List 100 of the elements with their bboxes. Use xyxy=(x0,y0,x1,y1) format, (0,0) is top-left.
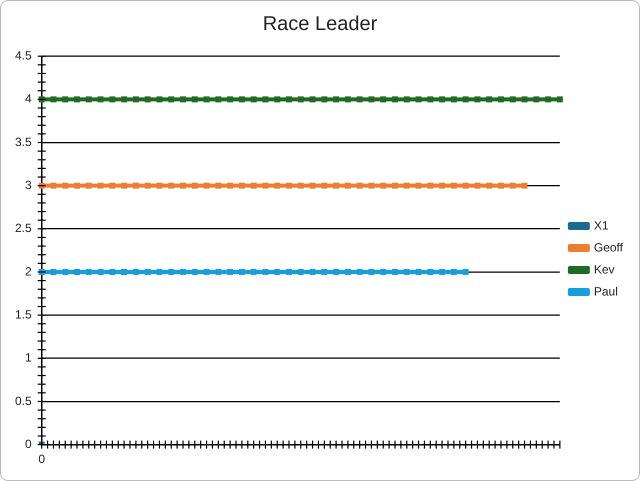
point xyxy=(262,96,268,102)
point xyxy=(121,96,128,102)
point xyxy=(462,96,469,102)
point xyxy=(486,96,492,102)
point xyxy=(156,269,162,275)
point xyxy=(50,269,56,275)
point xyxy=(62,96,68,102)
point xyxy=(109,182,116,189)
point xyxy=(522,182,528,189)
y-tick-label: 3.5 xyxy=(14,134,32,149)
point xyxy=(333,182,340,189)
point xyxy=(392,269,398,275)
point xyxy=(498,96,504,102)
point xyxy=(556,96,563,102)
y-tick-label: 4.5 xyxy=(14,48,32,63)
point xyxy=(298,96,304,102)
point xyxy=(215,96,222,102)
point xyxy=(144,182,151,189)
point xyxy=(427,182,434,189)
y-tick-label: 1 xyxy=(24,350,32,365)
point xyxy=(74,269,80,275)
point xyxy=(156,96,162,102)
point xyxy=(132,96,139,102)
point xyxy=(439,182,446,189)
point xyxy=(250,269,257,275)
point xyxy=(462,182,469,189)
point xyxy=(474,96,480,102)
point xyxy=(416,96,422,102)
point xyxy=(486,182,492,189)
point xyxy=(356,182,363,189)
legend-label: Paul xyxy=(594,284,618,298)
point xyxy=(215,269,222,275)
point xyxy=(286,269,292,275)
point xyxy=(321,182,328,189)
point xyxy=(356,96,363,102)
point xyxy=(192,269,198,275)
point xyxy=(86,269,92,275)
point xyxy=(192,182,198,189)
point xyxy=(416,269,422,275)
point xyxy=(450,269,457,275)
point xyxy=(522,96,528,102)
point xyxy=(286,96,292,102)
legend-label: Kev xyxy=(594,262,615,276)
point xyxy=(310,182,316,189)
point xyxy=(227,96,234,102)
y-tick-label: 1.5 xyxy=(14,307,32,322)
y-tick-label: 0 xyxy=(24,436,32,451)
point xyxy=(74,96,80,102)
y-tick-label: 2.5 xyxy=(14,221,32,236)
point xyxy=(168,96,174,102)
point xyxy=(356,269,363,275)
point xyxy=(321,96,328,102)
point xyxy=(321,269,328,275)
point xyxy=(98,182,104,189)
y-tick-label: 0.5 xyxy=(14,394,32,408)
legend-label: X1 xyxy=(594,218,609,232)
point xyxy=(344,269,351,275)
point xyxy=(545,96,552,102)
point xyxy=(227,269,234,275)
point xyxy=(427,269,434,275)
point xyxy=(286,182,292,189)
point xyxy=(404,269,410,275)
point xyxy=(380,182,386,189)
point xyxy=(262,269,268,275)
point xyxy=(192,96,198,102)
point xyxy=(250,96,257,102)
point xyxy=(86,182,92,189)
point xyxy=(380,269,386,275)
point xyxy=(238,182,245,189)
y-tick-label: 3 xyxy=(24,178,32,192)
point xyxy=(427,96,434,102)
point xyxy=(392,96,398,102)
point xyxy=(180,182,186,189)
point xyxy=(368,182,374,189)
point xyxy=(298,182,304,189)
point xyxy=(121,269,128,275)
point xyxy=(404,96,410,102)
point xyxy=(344,182,351,189)
point xyxy=(98,96,104,102)
point xyxy=(310,96,316,102)
point xyxy=(144,96,151,102)
point xyxy=(215,182,222,189)
point xyxy=(168,182,174,189)
point xyxy=(298,269,304,275)
point xyxy=(238,96,245,102)
point xyxy=(462,269,469,275)
point xyxy=(344,96,351,102)
point xyxy=(227,182,234,189)
legend-label: Geoff xyxy=(594,240,624,254)
point xyxy=(62,269,68,275)
point xyxy=(533,96,540,102)
point xyxy=(50,182,56,189)
point xyxy=(439,96,446,102)
point xyxy=(274,269,280,275)
point xyxy=(168,269,174,275)
point xyxy=(50,96,56,102)
point xyxy=(156,182,162,189)
point xyxy=(132,269,139,275)
point xyxy=(510,182,516,189)
y-tick-label: 2 xyxy=(24,264,32,278)
